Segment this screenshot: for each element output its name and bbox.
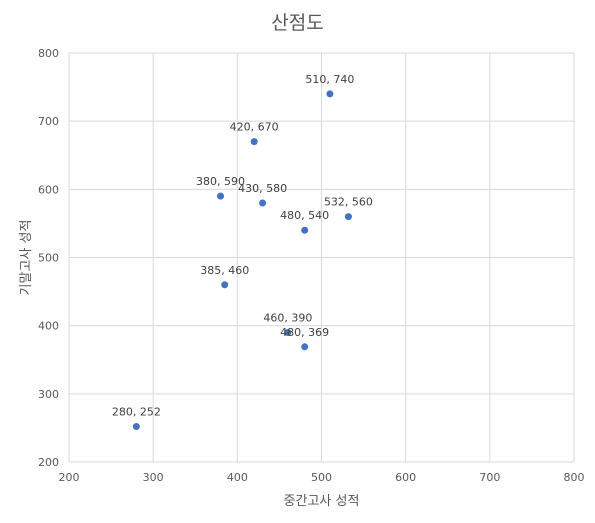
- y-tick-label: 600: [38, 183, 59, 196]
- grid: [68, 52, 575, 463]
- y-tick-label: 800: [38, 47, 59, 60]
- data-point: [344, 213, 352, 221]
- data-point: [301, 343, 309, 351]
- data-label: 480, 369: [280, 326, 329, 339]
- chart-title: 산점도: [271, 12, 324, 34]
- data-point: [250, 138, 258, 146]
- y-tick-label: 500: [38, 252, 59, 265]
- y-axis-title: 기말고사 성적: [19, 220, 34, 296]
- x-tick-label: 400: [227, 471, 248, 484]
- data-label: 532, 560: [324, 196, 373, 209]
- x-tick-label: 200: [59, 471, 80, 484]
- y-tick-label: 300: [38, 388, 59, 401]
- data-point: [326, 90, 334, 98]
- data-label: 460, 390: [263, 311, 312, 324]
- x-tick-label: 700: [479, 471, 500, 484]
- y-tick-label: 400: [38, 320, 59, 333]
- y-tick-label: 200: [38, 456, 59, 469]
- data-label: 430, 580: [238, 182, 287, 195]
- data-label: 510, 740: [305, 73, 354, 86]
- data-points: [132, 90, 352, 431]
- tick-labels: 200 300 400 500 600 700 800 200 300 400 500 600 700 8…: [38, 47, 585, 484]
- data-label: 280, 252: [112, 406, 161, 419]
- x-tick-label: 500: [311, 471, 332, 484]
- data-label: 385, 460: [200, 264, 249, 277]
- x-tick-label: 300: [143, 471, 164, 484]
- y-tick-label: 700: [38, 115, 59, 128]
- data-point: [217, 192, 224, 200]
- data-label: 420, 670: [230, 121, 279, 134]
- data-point: [259, 199, 267, 207]
- data-label: 380, 590: [196, 175, 245, 188]
- x-tick-label: 600: [395, 471, 416, 484]
- x-tick-label: 800: [564, 471, 585, 484]
- data-point: [284, 328, 292, 336]
- data-label: 480, 540: [280, 209, 329, 222]
- data-point: [132, 423, 140, 431]
- data-point: [221, 281, 229, 289]
- x-axis-title: 중간고사 성적: [284, 494, 360, 509]
- data-point: [301, 226, 309, 234]
